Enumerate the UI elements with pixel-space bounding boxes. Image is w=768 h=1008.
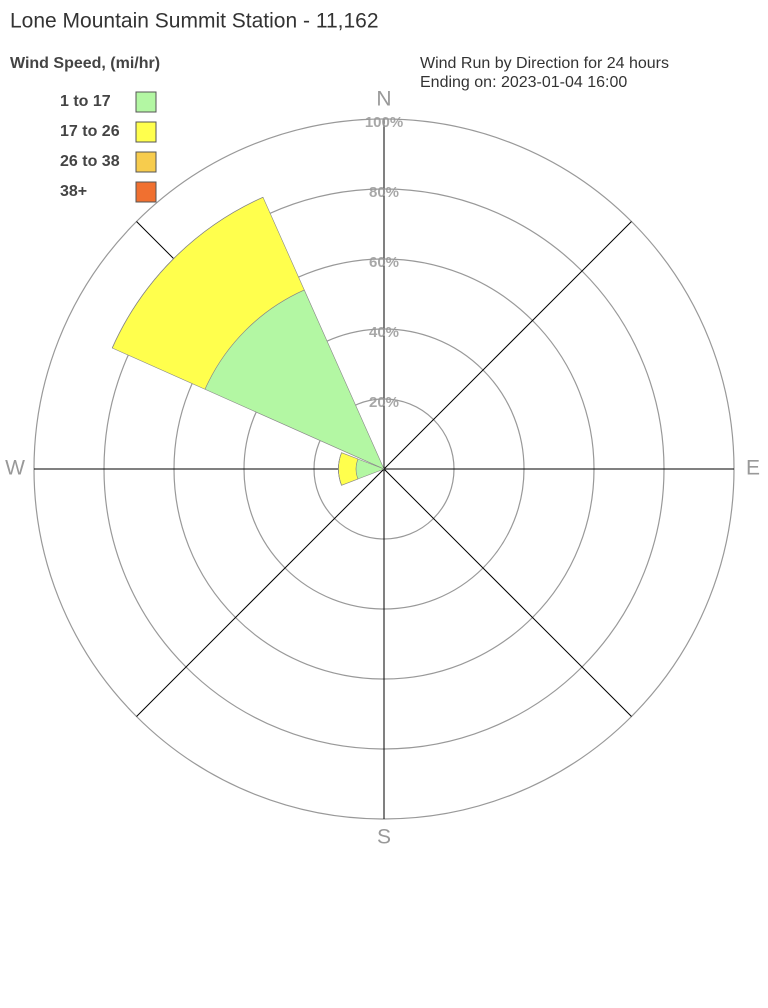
r-tick-label: 40%: [369, 324, 399, 341]
legend-label: 38+: [60, 183, 87, 200]
r-tick-label: 80%: [369, 184, 399, 201]
wind-sector: [338, 452, 359, 486]
legend-label: 17 to 26: [60, 123, 120, 140]
r-tick-label: 60%: [369, 254, 399, 271]
compass-label: W: [5, 457, 25, 480]
legend-swatch: [135, 121, 157, 143]
legend-title: Wind Speed, (mi/hr): [10, 55, 160, 72]
legend-swatch: [135, 151, 157, 173]
subtitle: Ending on: 2023-01-04 16:00: [420, 74, 627, 91]
legend-label: 1 to 17: [60, 93, 111, 110]
compass-label: N: [376, 88, 391, 111]
subtitle: Wind Run by Direction for 24 hours: [420, 55, 669, 72]
legend-label: 26 to 38: [60, 153, 120, 170]
legend-swatch: [135, 91, 157, 113]
spoke: [383, 221, 632, 470]
compass-label: S: [377, 826, 391, 849]
compass-label: E: [746, 457, 760, 480]
r-tick-label: 20%: [369, 394, 399, 411]
r-tick-label: 100%: [365, 114, 403, 131]
legend-swatch: [135, 181, 157, 203]
chart-title: Lone Mountain Summit Station - 11,162: [10, 10, 379, 33]
spoke: [383, 468, 632, 717]
spoke: [136, 468, 385, 717]
